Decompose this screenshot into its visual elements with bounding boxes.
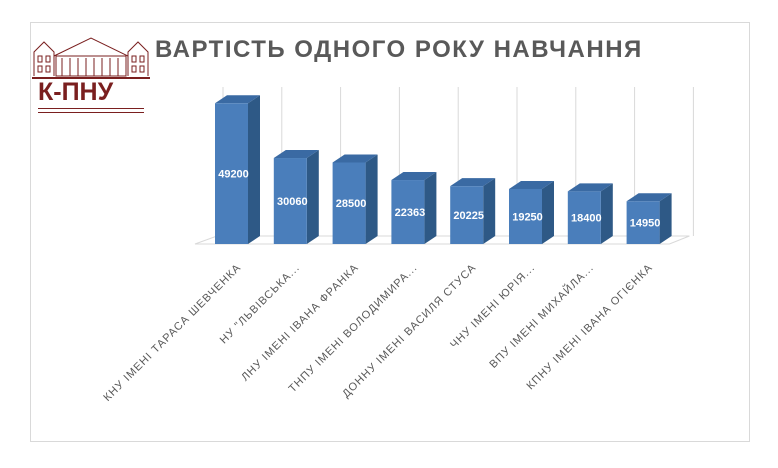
bar-value-label: 19250 — [512, 211, 543, 223]
bar-front — [450, 186, 484, 244]
bar: 22363 — [391, 172, 437, 244]
bar-front — [332, 162, 366, 244]
bar-side — [424, 172, 437, 244]
bar-top — [509, 180, 554, 189]
bar-front — [626, 201, 660, 244]
logo-text: К-ПНУ — [38, 78, 114, 106]
bar-front — [273, 158, 307, 244]
category-label: ДОННУ ІМЕНІ ВАСИЛЯ СТУСА — [340, 262, 479, 401]
bar-value-label: 18400 — [571, 213, 602, 225]
bar-top — [273, 150, 319, 159]
building-emblem-icon — [32, 37, 150, 79]
bar-front — [509, 188, 542, 244]
bar-side — [483, 178, 496, 244]
bar-value-label: 30060 — [277, 196, 308, 208]
bar: 14950 — [626, 193, 672, 244]
bar: 49200 — [215, 95, 260, 245]
bar: 18400 — [567, 183, 613, 244]
category-label: ЛНУ ІМЕНІ ІВАНА ФРАНКА — [239, 262, 361, 384]
bar-top — [391, 172, 437, 181]
bar: 28500 — [332, 154, 378, 244]
bar-top — [215, 95, 260, 104]
bar-top — [450, 178, 496, 187]
bar-side — [248, 95, 260, 245]
bar-side — [659, 193, 672, 244]
bar-value-label: 20225 — [453, 210, 484, 222]
bar-side — [542, 180, 554, 244]
category-label: КПНУ ІМЕНІ ІВАНА ОГІЄНКА — [525, 262, 656, 393]
bar-top — [626, 193, 672, 202]
bar-side — [365, 154, 378, 244]
category-label: ТНПУ ІМЕНІ ВОЛОДИМИРА... — [287, 262, 420, 395]
bar-side — [600, 183, 613, 244]
category-label: ВПУ ІМЕНІ МИХАЙЛА... — [487, 261, 597, 371]
bar-value-label: 28500 — [336, 198, 367, 210]
bar: 20225 — [450, 178, 496, 244]
bar-side — [306, 150, 319, 244]
bar-value-label: 14950 — [630, 218, 661, 230]
university-logo — [32, 32, 150, 113]
chart-floor — [194, 235, 690, 245]
bar-front — [391, 180, 425, 244]
chart-title: ВАРТІСТЬ ОДНОГО РОКУ НАВЧАННЯ — [155, 36, 643, 63]
bar: 19250 — [509, 180, 554, 244]
bar-front — [567, 191, 601, 244]
bar-top — [332, 154, 378, 163]
bar-top — [567, 183, 613, 192]
bar-value-label: 49200 — [218, 169, 249, 181]
bar-value-label: 22363 — [395, 207, 426, 219]
bar: 30060 — [273, 150, 319, 244]
logo-underline — [38, 108, 144, 113]
bar-front — [215, 103, 248, 245]
